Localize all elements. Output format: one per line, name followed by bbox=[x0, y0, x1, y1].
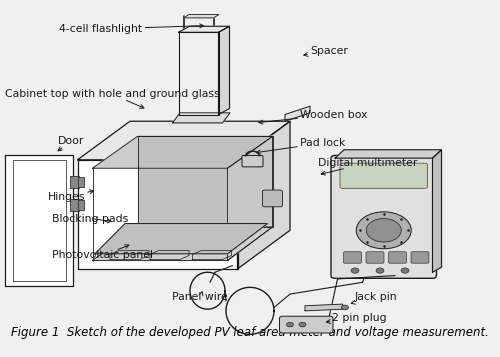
FancyBboxPatch shape bbox=[242, 155, 263, 167]
FancyBboxPatch shape bbox=[388, 252, 406, 263]
Polygon shape bbox=[285, 106, 310, 121]
Text: Pad lock: Pad lock bbox=[256, 138, 346, 154]
FancyBboxPatch shape bbox=[70, 176, 79, 188]
FancyBboxPatch shape bbox=[344, 252, 361, 263]
Circle shape bbox=[286, 322, 294, 327]
Polygon shape bbox=[335, 150, 442, 158]
Text: 4-cell flashlight: 4-cell flashlight bbox=[60, 24, 204, 34]
Polygon shape bbox=[305, 304, 343, 311]
Circle shape bbox=[366, 218, 402, 242]
FancyBboxPatch shape bbox=[70, 199, 79, 211]
Text: Spacer: Spacer bbox=[304, 46, 348, 56]
Circle shape bbox=[401, 268, 409, 273]
Text: Jack pin: Jack pin bbox=[352, 292, 398, 304]
Polygon shape bbox=[12, 160, 66, 281]
FancyBboxPatch shape bbox=[366, 252, 384, 263]
Polygon shape bbox=[192, 251, 232, 260]
Polygon shape bbox=[184, 15, 219, 18]
FancyBboxPatch shape bbox=[78, 177, 84, 187]
Polygon shape bbox=[150, 251, 189, 260]
Polygon shape bbox=[78, 121, 290, 160]
Text: Photovoltaic panel: Photovoltaic panel bbox=[52, 245, 154, 261]
Polygon shape bbox=[92, 136, 272, 168]
FancyBboxPatch shape bbox=[78, 200, 84, 210]
Text: Figure 1  Sketch of the developed PV leaf area meter and voltage measurement.: Figure 1 Sketch of the developed PV leaf… bbox=[11, 326, 489, 340]
Polygon shape bbox=[178, 32, 218, 115]
Text: Hinges: Hinges bbox=[48, 190, 94, 202]
Circle shape bbox=[356, 212, 412, 249]
FancyBboxPatch shape bbox=[411, 252, 429, 263]
Polygon shape bbox=[138, 136, 272, 227]
FancyBboxPatch shape bbox=[280, 316, 333, 333]
Text: Blocking pads: Blocking pads bbox=[52, 213, 129, 223]
Circle shape bbox=[376, 268, 384, 273]
Text: 2 pin plug: 2 pin plug bbox=[326, 312, 387, 323]
Polygon shape bbox=[78, 160, 237, 269]
Polygon shape bbox=[238, 121, 290, 269]
Circle shape bbox=[342, 305, 348, 310]
Polygon shape bbox=[110, 251, 149, 260]
Polygon shape bbox=[92, 227, 272, 261]
Polygon shape bbox=[218, 26, 230, 115]
Circle shape bbox=[351, 268, 359, 273]
Text: Cabinet top with hole and ground glass: Cabinet top with hole and ground glass bbox=[5, 89, 220, 108]
FancyBboxPatch shape bbox=[340, 163, 428, 188]
Text: Door: Door bbox=[58, 136, 84, 151]
Polygon shape bbox=[228, 136, 272, 261]
Polygon shape bbox=[172, 113, 230, 123]
Polygon shape bbox=[5, 155, 72, 286]
Text: Digital multimeter: Digital multimeter bbox=[318, 158, 417, 175]
Polygon shape bbox=[178, 26, 230, 32]
Polygon shape bbox=[95, 223, 268, 254]
FancyBboxPatch shape bbox=[262, 190, 282, 207]
Text: Panel wire: Panel wire bbox=[172, 292, 228, 302]
Circle shape bbox=[299, 322, 306, 327]
Polygon shape bbox=[432, 150, 442, 272]
Text: Wooden box: Wooden box bbox=[259, 110, 368, 124]
FancyBboxPatch shape bbox=[331, 155, 436, 278]
